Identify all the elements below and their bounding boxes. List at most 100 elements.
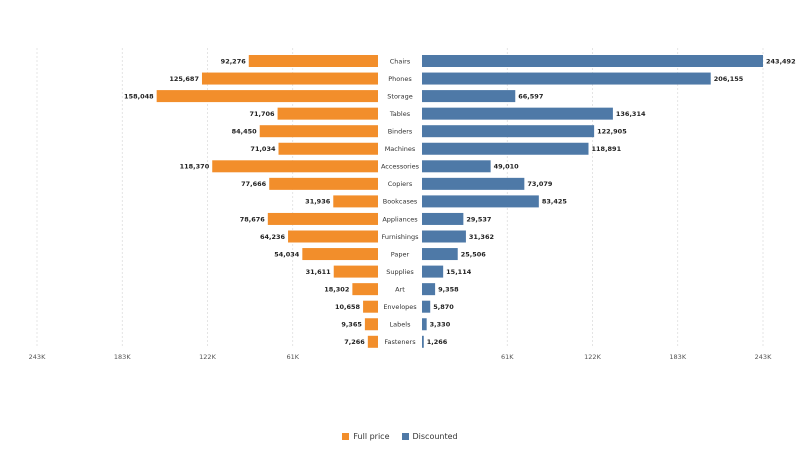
category-label-accessories: Accessories bbox=[381, 163, 420, 171]
category-label-machines: Machines bbox=[385, 145, 416, 153]
bar-full-price-supplies[interactable] bbox=[333, 265, 378, 278]
bar-discounted-phones[interactable] bbox=[422, 72, 711, 85]
bar-full-price-chairs[interactable] bbox=[248, 55, 378, 67]
value-label-full-price-machines: 71,034 bbox=[250, 145, 276, 153]
bar-discounted-accessories[interactable] bbox=[422, 160, 491, 173]
bar-full-price-tables[interactable] bbox=[277, 107, 378, 120]
bar-full-price-storage[interactable] bbox=[156, 90, 378, 103]
value-label-full-price-tables: 71,706 bbox=[249, 110, 275, 118]
bar-full-price-appliances[interactable] bbox=[267, 212, 378, 225]
bar-discounted-labels[interactable] bbox=[422, 318, 427, 331]
category-label-storage: Storage bbox=[387, 92, 412, 100]
bar-discounted-machines[interactable] bbox=[422, 142, 589, 155]
legend-item-full-price[interactable]: Full price bbox=[342, 432, 390, 441]
value-label-discounted-accessories: 49,010 bbox=[494, 163, 520, 171]
category-label-art: Art bbox=[395, 285, 405, 293]
bar-full-price-accessories[interactable] bbox=[212, 160, 378, 173]
legend: Full price Discounted bbox=[0, 432, 800, 441]
category-label-paper: Paper bbox=[391, 250, 410, 258]
value-label-discounted-storage: 66,597 bbox=[518, 92, 543, 100]
bar-full-price-paper[interactable] bbox=[302, 248, 378, 261]
bar-discounted-binders[interactable] bbox=[422, 125, 595, 138]
value-label-full-price-art: 18,302 bbox=[324, 285, 349, 293]
discounted-bars bbox=[422, 55, 763, 348]
right-tick-label: 243K bbox=[755, 353, 772, 361]
left-tick-label: 122K bbox=[199, 353, 216, 361]
legend-item-discounted[interactable]: Discounted bbox=[401, 432, 458, 441]
category-label-bookcases: Bookcases bbox=[383, 198, 418, 206]
left-tick-label: 61K bbox=[286, 353, 299, 361]
legend-label-full-price: Full price bbox=[353, 432, 390, 441]
bar-discounted-appliances[interactable] bbox=[422, 212, 464, 225]
category-label-binders: Binders bbox=[388, 128, 413, 136]
value-label-full-price-bookcases: 31,936 bbox=[305, 198, 331, 206]
axis-tick-labels: 243K 183K 122K 61K 61K 122K 183K 243K bbox=[29, 353, 772, 361]
category-label-labels: Labels bbox=[390, 321, 412, 329]
value-label-full-price-supplies: 31,611 bbox=[306, 268, 332, 276]
left-tick-label: 183K bbox=[114, 353, 131, 361]
category-label-phones: Phones bbox=[388, 75, 412, 83]
category-label-appliances: Appliances bbox=[382, 215, 418, 223]
legend-swatch-full-price bbox=[342, 433, 350, 440]
right-tick-label: 61K bbox=[501, 353, 514, 361]
left-tick-label: 243K bbox=[29, 353, 46, 361]
value-label-full-price-labels: 9,365 bbox=[341, 321, 362, 329]
value-label-full-price-furnishings: 64,236 bbox=[260, 233, 286, 241]
value-label-full-price-envelopes: 10,658 bbox=[335, 303, 361, 311]
value-label-discounted-copiers: 73,079 bbox=[527, 180, 553, 188]
value-label-discounted-phones: 206,155 bbox=[714, 75, 744, 83]
value-label-discounted-supplies: 15,114 bbox=[446, 268, 472, 276]
category-label-chairs: Chairs bbox=[390, 57, 411, 65]
bar-full-price-bookcases[interactable] bbox=[333, 195, 378, 208]
bar-full-price-binders[interactable] bbox=[259, 125, 378, 138]
value-label-discounted-machines: 118,891 bbox=[592, 145, 622, 153]
value-label-discounted-appliances: 29,537 bbox=[466, 215, 491, 223]
value-label-discounted-fasteners: 1,266 bbox=[427, 338, 448, 346]
bar-full-price-machines[interactable] bbox=[278, 142, 378, 155]
bar-full-price-labels[interactable] bbox=[364, 318, 378, 331]
legend-label-discounted: Discounted bbox=[412, 432, 458, 441]
value-label-full-price-accessories: 118,370 bbox=[180, 163, 210, 171]
bar-discounted-envelopes[interactable] bbox=[422, 300, 431, 313]
bar-full-price-art[interactable] bbox=[352, 283, 378, 296]
bar-discounted-copiers[interactable] bbox=[422, 177, 525, 190]
value-labels: 92,276 243,492 125,687 206,155 158,048 66,597… bbox=[124, 57, 796, 346]
category-label-tables: Tables bbox=[389, 110, 411, 118]
category-label-furnishings: Furnishings bbox=[382, 233, 420, 241]
value-label-discounted-art: 9,358 bbox=[438, 285, 459, 293]
value-label-full-price-storage: 158,048 bbox=[124, 92, 154, 100]
value-label-discounted-labels: 3,330 bbox=[430, 321, 451, 329]
value-label-discounted-furnishings: 31,362 bbox=[469, 233, 494, 241]
category-label-envelopes: Envelopes bbox=[383, 303, 417, 311]
category-labels: Chairs Phones Storage Tables Binders Machines… bbox=[381, 57, 420, 346]
bar-discounted-chairs[interactable] bbox=[422, 55, 763, 67]
bar-discounted-art[interactable] bbox=[422, 283, 436, 296]
bar-discounted-furnishings[interactable] bbox=[422, 230, 466, 243]
bar-discounted-bookcases[interactable] bbox=[422, 195, 539, 208]
bar-discounted-tables[interactable] bbox=[422, 107, 613, 120]
bar-discounted-storage[interactable] bbox=[422, 90, 516, 103]
value-label-full-price-appliances: 78,676 bbox=[240, 215, 266, 223]
value-label-discounted-envelopes: 5,870 bbox=[433, 303, 454, 311]
full-price-bars bbox=[156, 55, 378, 348]
bar-discounted-fasteners[interactable] bbox=[422, 335, 424, 348]
value-label-full-price-fasteners: 7,266 bbox=[344, 338, 365, 346]
value-label-full-price-chairs: 92,276 bbox=[221, 57, 247, 65]
bar-discounted-paper[interactable] bbox=[422, 248, 458, 261]
value-label-full-price-paper: 54,034 bbox=[274, 250, 300, 258]
bar-discounted-supplies[interactable] bbox=[422, 265, 444, 278]
bar-full-price-fasteners[interactable] bbox=[367, 335, 378, 348]
bar-full-price-envelopes[interactable] bbox=[363, 300, 378, 313]
value-label-full-price-copiers: 77,666 bbox=[241, 180, 267, 188]
value-label-discounted-chairs: 243,492 bbox=[766, 57, 796, 65]
bar-full-price-copiers[interactable] bbox=[269, 177, 378, 190]
bar-full-price-furnishings[interactable] bbox=[288, 230, 378, 243]
bar-full-price-phones[interactable] bbox=[201, 72, 378, 85]
category-label-fasteners: Fasteners bbox=[384, 338, 416, 346]
category-label-copiers: Copiers bbox=[388, 180, 413, 188]
value-label-discounted-tables: 136,314 bbox=[616, 110, 646, 118]
category-label-supplies: Supplies bbox=[386, 268, 414, 276]
value-label-discounted-paper: 25,506 bbox=[461, 250, 487, 258]
right-tick-label: 122K bbox=[584, 353, 601, 361]
value-label-full-price-phones: 125,687 bbox=[169, 75, 199, 83]
